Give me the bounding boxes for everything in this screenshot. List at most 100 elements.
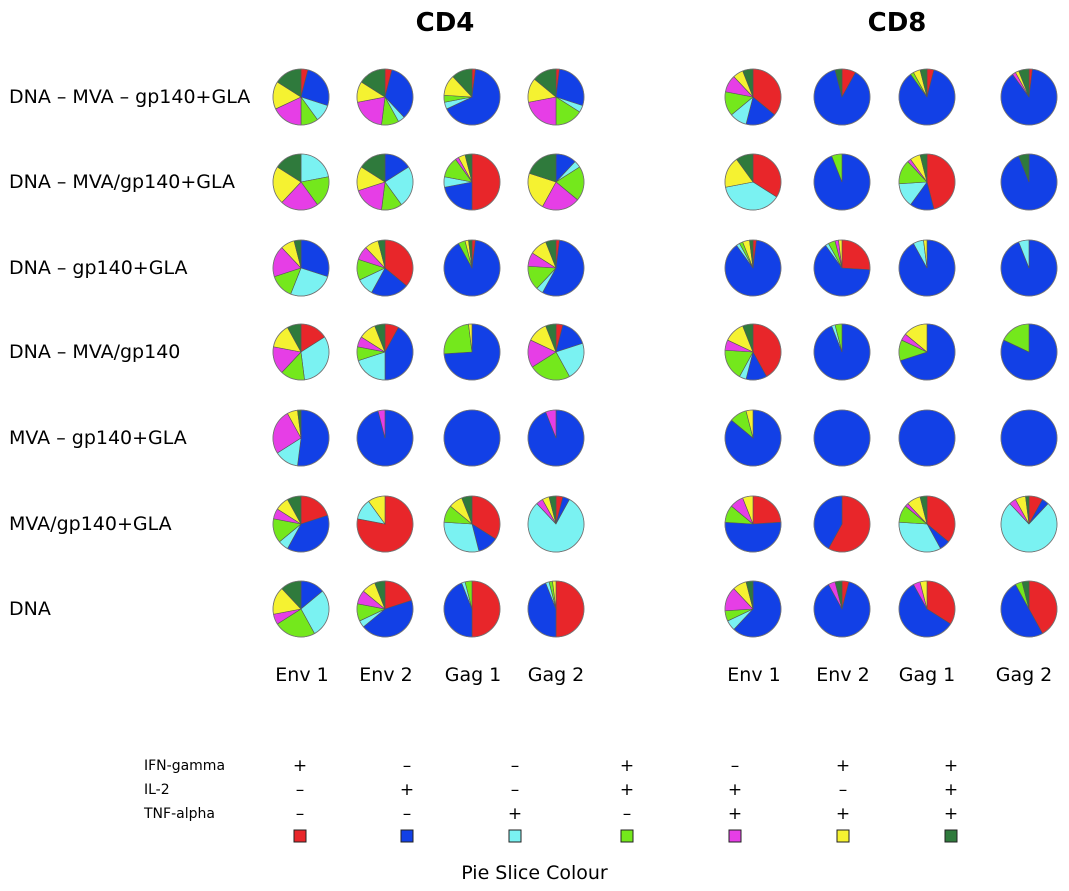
pie-outline (272, 153, 330, 211)
pie-cd8-r1-c3 (898, 68, 956, 126)
pie-slice (471, 580, 501, 638)
legend-sign: + (835, 804, 851, 824)
pie-cd4-r1-c1 (272, 68, 330, 126)
pie-cd8-r1-c1 (724, 68, 782, 126)
pie-cd4-r3-c3 (443, 239, 501, 297)
pie-cd4-r1-c2 (356, 68, 414, 126)
pie-outline (356, 239, 414, 297)
pie-outline (443, 580, 501, 638)
pie-outline (272, 409, 330, 467)
pie-cd8-r6-c2 (813, 495, 871, 553)
pie-slice (752, 495, 782, 525)
pie-slice (724, 521, 782, 553)
legend-sign: + (835, 756, 851, 776)
pie-outline (272, 239, 330, 297)
row-label: DNA – MVA – gp140+GLA (9, 86, 251, 108)
legend-sign: – (402, 804, 412, 824)
legend-sign: – (838, 780, 848, 800)
pie-outline (527, 323, 585, 381)
pie-outline (356, 409, 414, 467)
pie-cd8-r5-c2 (813, 409, 871, 467)
row-label: MVA – gp140+GLA (9, 427, 187, 449)
pie-cd8-r2-c1 (724, 153, 782, 211)
legend-label-tnf-alpha: TNF-alpha (144, 806, 215, 822)
column-label: Env 1 (727, 664, 781, 686)
pie-outline (1000, 68, 1058, 126)
pie-cd4-r4-c1 (272, 323, 330, 381)
pie-outline (813, 495, 871, 553)
pie-outline (1000, 323, 1058, 381)
pie-cd4-r4-c2 (356, 323, 414, 381)
pie-outline (1000, 153, 1058, 211)
legend-sign: – (510, 780, 520, 800)
pie-cd8-r2-c2 (813, 153, 871, 211)
legend-swatch (944, 829, 958, 843)
legend-sign: – (295, 804, 305, 824)
legend-sign: + (619, 756, 635, 776)
pie-slice (841, 239, 871, 271)
legend-sign: – (730, 756, 740, 776)
legend-swatch (836, 829, 850, 843)
legend-sign: – (622, 804, 632, 824)
pie-cd4-r5-c4 (527, 409, 585, 467)
pie-cd8-r7-c2 (813, 580, 871, 638)
pie-slice (555, 580, 585, 638)
pie-cd8-r5-c3 (898, 409, 956, 467)
pie-outline (356, 68, 414, 126)
pie-cd4-r2-c3 (443, 153, 501, 211)
pie-cd8-r6-c1 (724, 495, 782, 553)
legend-sign: + (943, 756, 959, 776)
pie-outline (724, 239, 782, 297)
pie-outline (813, 580, 871, 638)
pie-cd4-r1-c4 (527, 68, 585, 126)
pie-cd8-r7-c1 (724, 580, 782, 638)
pie-outline (272, 323, 330, 381)
pie-cd8-r3-c4 (1000, 239, 1058, 297)
pie-cd4-r2-c1 (272, 153, 330, 211)
pie-slice (471, 153, 501, 211)
pie-cd8-r2-c4 (1000, 153, 1058, 211)
column-label: Gag 2 (995, 664, 1053, 686)
pie-outline (724, 495, 782, 553)
pie-outline (898, 239, 956, 297)
pie-cd4-r3-c2 (356, 239, 414, 297)
legend-swatch (293, 829, 307, 843)
pie-cd8-r1-c2 (813, 68, 871, 126)
pie-cd4-r5-c2 (356, 409, 414, 467)
pie-cd4-r5-c1 (272, 409, 330, 467)
pie-cd8-r3-c2 (813, 239, 871, 297)
pie-outline (527, 580, 585, 638)
pie-outline (813, 153, 871, 211)
pie-cd8-r7-c4 (1000, 580, 1058, 638)
pie-cd8-r4-c4 (1000, 323, 1058, 381)
legend-sign: – (510, 756, 520, 776)
pie-cd8-r6-c3 (898, 495, 956, 553)
pie-outline (527, 153, 585, 211)
pie-cd8-r3-c3 (898, 239, 956, 297)
pie-cd8-r3-c1 (724, 239, 782, 297)
pie-cd8-r4-c3 (898, 323, 956, 381)
column-label: Gag 2 (527, 664, 585, 686)
row-label: DNA (9, 598, 51, 620)
pie-outline (356, 153, 414, 211)
pie-cd4-r6-c3 (443, 495, 501, 553)
pie-outline (724, 580, 782, 638)
pie-outline (898, 153, 956, 211)
pie-outline (443, 323, 501, 381)
pie-outline (356, 495, 414, 553)
pie-outline (898, 323, 956, 381)
pie-outline (724, 68, 782, 126)
pie-outline (813, 323, 871, 381)
pie-slice (443, 323, 473, 355)
column-label: Gag 1 (898, 664, 956, 686)
legend-label-ifn-gamma: IFN-gamma (144, 758, 226, 774)
pie-outline (898, 68, 956, 126)
pie-outline (1000, 580, 1058, 638)
pie-outline (272, 495, 330, 553)
pie-outline (813, 409, 871, 467)
row-label: DNA – gp140+GLA (9, 257, 188, 279)
column-label: Env 1 (275, 664, 329, 686)
legend-sign: + (619, 780, 635, 800)
